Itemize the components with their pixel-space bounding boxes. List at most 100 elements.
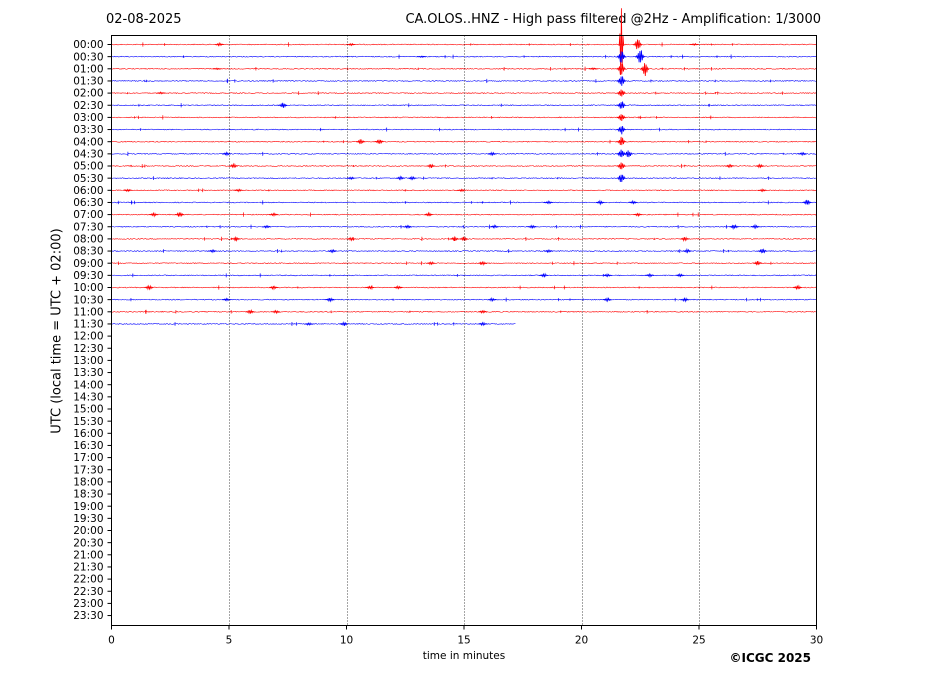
- seismic-event: [633, 39, 643, 50]
- trace-baseline: [111, 128, 817, 131]
- y-tick-label: 10:30: [73, 294, 103, 306]
- seismic-event: [231, 235, 241, 242]
- seismic-event: [757, 248, 767, 254]
- y-tick-label: 21:00: [73, 549, 103, 561]
- seismic-event: [633, 212, 643, 218]
- seismic-event: [544, 200, 553, 205]
- seismic-event: [595, 199, 605, 206]
- trace-0100: [111, 63, 817, 76]
- trace-0500: [111, 162, 817, 170]
- trace-1030: [111, 296, 817, 303]
- y-tick-label: 20:30: [73, 537, 103, 549]
- trace-baseline: [111, 286, 817, 289]
- trace-0200: [111, 89, 817, 97]
- seismic-event: [123, 188, 133, 193]
- seismic-event: [616, 51, 626, 63]
- trace-0830: [111, 247, 817, 254]
- seismic-event: [489, 224, 499, 229]
- y-tick-label: 17:30: [73, 464, 103, 476]
- x-tick-label: 20: [575, 635, 588, 647]
- seismic-event: [616, 174, 626, 183]
- seismic-event: [346, 42, 356, 47]
- seismic-event: [262, 224, 271, 229]
- seismic-event: [327, 248, 337, 254]
- seismic-event: [325, 297, 335, 303]
- y-tick-label: 07:30: [73, 221, 103, 233]
- seismic-event: [269, 285, 279, 291]
- y-tick-label: 18:30: [73, 489, 103, 501]
- seismic-event: [278, 102, 288, 108]
- y-tick-label: 16:00: [73, 428, 103, 440]
- trace-0030: [111, 50, 817, 63]
- seismic-event: [403, 224, 412, 229]
- y-tick-label: 14:00: [73, 379, 103, 391]
- seismic-event: [395, 175, 405, 181]
- y-tick-label: 20:00: [73, 525, 103, 537]
- y-tick-label: 05:30: [73, 173, 103, 185]
- seismic-event: [393, 285, 403, 290]
- seismic-event: [640, 63, 650, 76]
- seismic-event: [544, 249, 553, 254]
- trace-baseline: [111, 67, 817, 70]
- y-tick-label: 15:00: [73, 404, 103, 416]
- seismic-event: [222, 297, 231, 302]
- y-tick-label: 21:30: [73, 562, 103, 574]
- trace-baseline: [111, 262, 817, 265]
- trace-0530: [111, 174, 817, 183]
- trace-0730: [111, 223, 817, 231]
- seismic-event: [689, 42, 699, 46]
- seismic-event: [417, 55, 426, 59]
- y-tick-label: 01:30: [73, 76, 103, 88]
- plot-frame: [111, 35, 817, 626]
- seismic-event: [755, 163, 765, 169]
- y-tick-label: 15:30: [73, 416, 103, 428]
- y-tick-label: 12:00: [73, 331, 103, 343]
- seismic-event: [680, 236, 690, 242]
- seismic-event: [149, 211, 159, 218]
- y-tick-label: 04:00: [73, 136, 103, 148]
- trace-baseline: [111, 140, 817, 143]
- seismic-event: [539, 272, 549, 278]
- seismic-event: [616, 136, 626, 146]
- seismic-event: [753, 260, 763, 266]
- trace-0400: [111, 136, 817, 146]
- trace-baseline: [111, 92, 817, 94]
- y-tick-label: 00:30: [73, 51, 103, 63]
- seismic-event: [222, 151, 231, 157]
- trace-0430: [111, 149, 817, 158]
- seismic-event: [478, 309, 488, 314]
- y-tick-label: 10:00: [73, 282, 103, 294]
- x-tick-label: 10: [340, 635, 353, 647]
- trace-0600: [111, 188, 817, 193]
- seismic-event: [478, 321, 488, 327]
- seismic-event: [233, 188, 243, 193]
- y-tick-label: 09:30: [73, 270, 103, 282]
- seismic-event: [628, 199, 638, 205]
- vertical-gridlines: [229, 35, 700, 626]
- seismic-event: [602, 297, 612, 303]
- trace-0630: [111, 199, 817, 206]
- seismic-event: [271, 309, 281, 315]
- y-tick-label: 11:30: [73, 319, 103, 331]
- y-axis-ticks: 00:0000:3001:0001:3002:0002:3003:0003:30…: [73, 39, 112, 622]
- trace-baseline: [111, 238, 817, 240]
- seismic-event: [616, 114, 626, 121]
- seismic-event: [426, 163, 436, 169]
- y-tick-label: 02:30: [73, 100, 103, 112]
- trace-baseline: [111, 310, 817, 313]
- trace-0800: [111, 235, 817, 242]
- y-tick-label: 04:30: [73, 148, 103, 160]
- y-tick-label: 06:00: [73, 185, 103, 197]
- seismic-event: [527, 224, 537, 229]
- seismic-event: [616, 149, 626, 158]
- seismic-event: [245, 309, 255, 315]
- seismic-event: [365, 285, 375, 290]
- y-tick-label: 13:30: [73, 367, 103, 379]
- seismic-event: [588, 67, 598, 71]
- trace-0330: [111, 126, 817, 135]
- x-tick-label: 0: [108, 635, 115, 647]
- seismic-event: [616, 63, 626, 75]
- y-tick-label: 16:30: [73, 440, 103, 452]
- y-tick-label: 19:30: [73, 513, 103, 525]
- trace-baseline: [111, 298, 817, 301]
